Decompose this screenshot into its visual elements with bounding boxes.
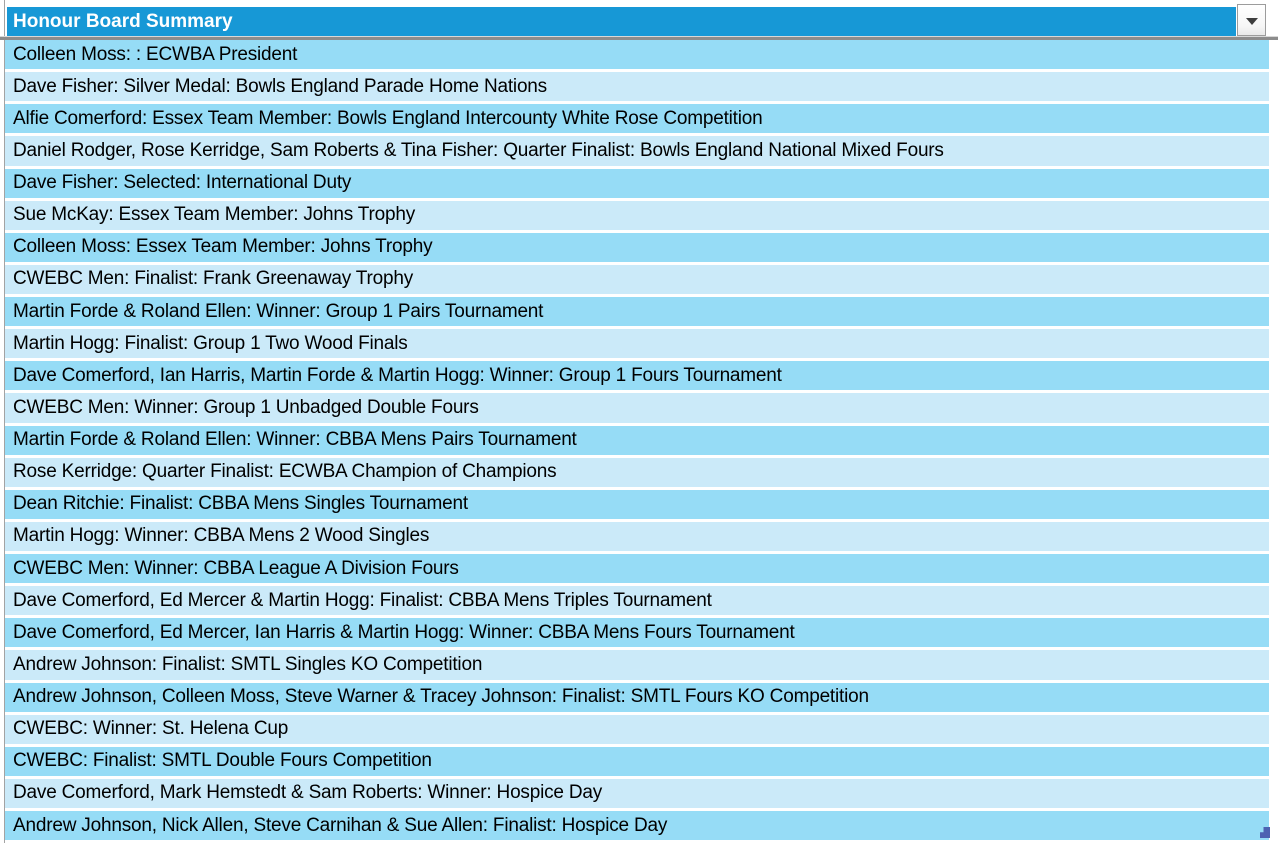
left-gridline	[4, 0, 5, 843]
table-row[interactable]: Colleen Moss: Essex Team Member: Johns T…	[5, 232, 1269, 265]
row-text: Dave Fisher: Selected: International Dut…	[13, 172, 352, 194]
table-row[interactable]: Andrew Johnson: Finalist: SMTL Singles K…	[5, 650, 1269, 683]
row-text: Sue McKay: Essex Team Member: Johns Trop…	[13, 204, 416, 226]
table-row[interactable]: Alfie Comerford: Essex Team Member: Bowl…	[5, 104, 1269, 137]
row-text: Dean Ritchie: Finalist: CBBA Mens Single…	[13, 493, 468, 515]
table-row[interactable]: Andrew Johnson, Nick Allen, Steve Carnih…	[5, 811, 1269, 843]
table-row[interactable]: CWEBC: Finalist: SMTL Double Fours Compe…	[5, 746, 1269, 779]
row-text: Andrew Johnson, Colleen Moss, Steve Warn…	[13, 686, 869, 708]
table-row[interactable]: Dave Fisher: Silver Medal: Bowls England…	[5, 72, 1269, 105]
row-text: Martin Hogg: Winner: CBBA Mens 2 Wood Si…	[13, 525, 430, 547]
table-row[interactable]: Sue McKay: Essex Team Member: Johns Trop…	[5, 200, 1269, 233]
page-title: Honour Board Summary	[13, 11, 233, 32]
table-row[interactable]: Andrew Johnson, Colleen Moss, Steve Warn…	[5, 682, 1269, 715]
row-text: Rose Kerridge: Quarter Finalist: ECWBA C…	[13, 461, 557, 483]
row-text: Dave Comerford, Ed Mercer & Martin Hogg:…	[13, 589, 712, 611]
row-text: Colleen Moss: Essex Team Member: Johns T…	[13, 236, 433, 258]
table-row[interactable]: CWEBC Men: Winner: CBBA League A Divisio…	[5, 554, 1269, 587]
row-text: Alfie Comerford: Essex Team Member: Bowl…	[13, 107, 763, 129]
dropdown-button[interactable]	[1237, 4, 1266, 36]
honour-board-list: Colleen Moss: : ECWBA President Dave Fish…	[5, 40, 1269, 843]
row-text: Andrew Johnson: Finalist: SMTL Singles K…	[13, 653, 483, 675]
table-row[interactable]: CWEBC: Winner: St. Helena Cup	[5, 714, 1269, 747]
row-text: Dave Comerford, Mark Hemstedt & Sam Robe…	[13, 782, 603, 804]
row-text: CWEBC Men: Finalist: Frank Greenaway Tro…	[13, 268, 414, 290]
table-row[interactable]: Martin Hogg: Winner: CBBA Mens 2 Wood Si…	[5, 521, 1269, 554]
row-text: Dave Comerford, Ian Harris, Martin Forde…	[13, 364, 782, 386]
table-row[interactable]: Daniel Rodger, Rose Kerridge, Sam Robert…	[5, 136, 1269, 169]
row-text: Dave Comerford, Ed Mercer, Ian Harris & …	[13, 621, 795, 643]
chevron-down-icon	[1245, 17, 1258, 25]
row-text: CWEBC: Finalist: SMTL Double Fours Compe…	[13, 750, 432, 772]
table-row[interactable]: Dave Fisher: Selected: International Dut…	[5, 168, 1269, 201]
table-row[interactable]: CWEBC Men: Finalist: Frank Greenaway Tro…	[5, 264, 1269, 297]
header-underline	[0, 36, 1278, 40]
row-text: Colleen Moss: : ECWBA President	[13, 43, 298, 65]
table-row[interactable]: CWEBC Men: Winner: Group 1 Unbadged Doub…	[5, 393, 1269, 426]
table-row[interactable]: Martin Forde & Roland Ellen: Winner: CBB…	[5, 425, 1269, 458]
selection-fill-handle[interactable]	[1260, 827, 1270, 838]
row-text: Dave Fisher: Silver Medal: Bowls England…	[13, 75, 547, 97]
row-text: Martin Hogg: Finalist: Group 1 Two Wood …	[13, 332, 408, 354]
table-row[interactable]: Martin Hogg: Finalist: Group 1 Two Wood …	[5, 329, 1269, 362]
table-row[interactable]: Rose Kerridge: Quarter Finalist: ECWBA C…	[5, 457, 1269, 490]
table-row[interactable]: Dave Comerford, Ian Harris, Martin Forde…	[5, 361, 1269, 394]
table-row[interactable]: Dave Comerford, Mark Hemstedt & Sam Robe…	[5, 778, 1269, 811]
row-text: CWEBC Men: Winner: CBBA League A Divisio…	[13, 557, 459, 579]
table-row[interactable]: Colleen Moss: : ECWBA President	[5, 40, 1269, 73]
row-text: Daniel Rodger, Rose Kerridge, Sam Robert…	[13, 139, 944, 161]
row-text: Martin Forde & Roland Ellen: Winner: CBB…	[13, 429, 577, 451]
row-text: Martin Forde & Roland Ellen: Winner: Gro…	[13, 300, 544, 322]
table-row[interactable]: Dave Comerford, Ed Mercer & Martin Hogg:…	[5, 586, 1269, 619]
table-row[interactable]: Martin Forde & Roland Ellen: Winner: Gro…	[5, 297, 1269, 330]
table-row[interactable]: Dave Comerford, Ed Mercer, Ian Harris & …	[5, 618, 1269, 651]
header-cell[interactable]: Honour Board Summary	[7, 7, 1236, 37]
table-row[interactable]: Dean Ritchie: Finalist: CBBA Mens Single…	[5, 489, 1269, 522]
row-text: CWEBC Men: Winner: Group 1 Unbadged Doub…	[13, 396, 479, 418]
row-text: CWEBC: Winner: St. Helena Cup	[13, 718, 289, 740]
row-text: Andrew Johnson, Nick Allen, Steve Carnih…	[13, 814, 668, 836]
